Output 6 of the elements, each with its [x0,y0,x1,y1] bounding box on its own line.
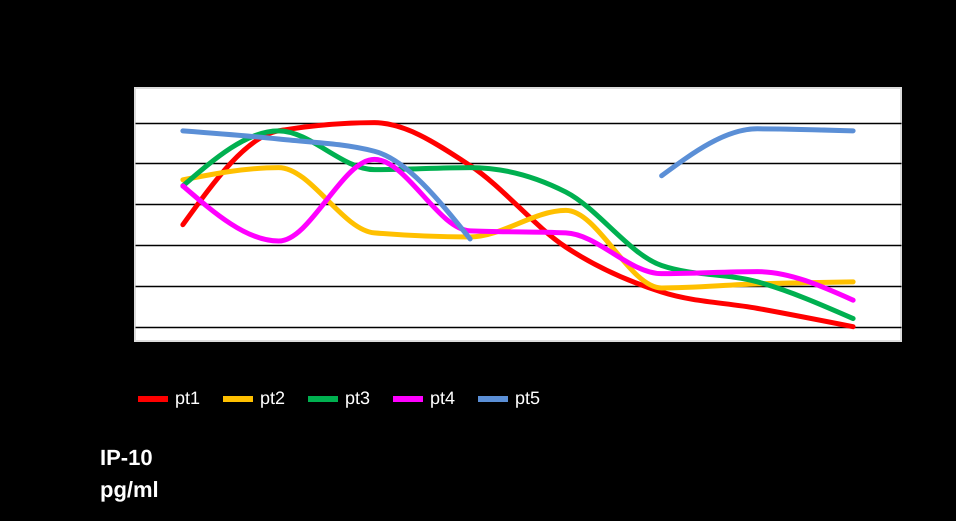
legend-label: pt2 [260,388,286,408]
legend-label: pt1 [175,388,200,408]
legend-label: pt3 [345,388,370,408]
legend-label: pt5 [515,388,540,408]
text: IP-10 pg/ml [100,445,159,502]
legend-label: pt4 [430,388,456,408]
